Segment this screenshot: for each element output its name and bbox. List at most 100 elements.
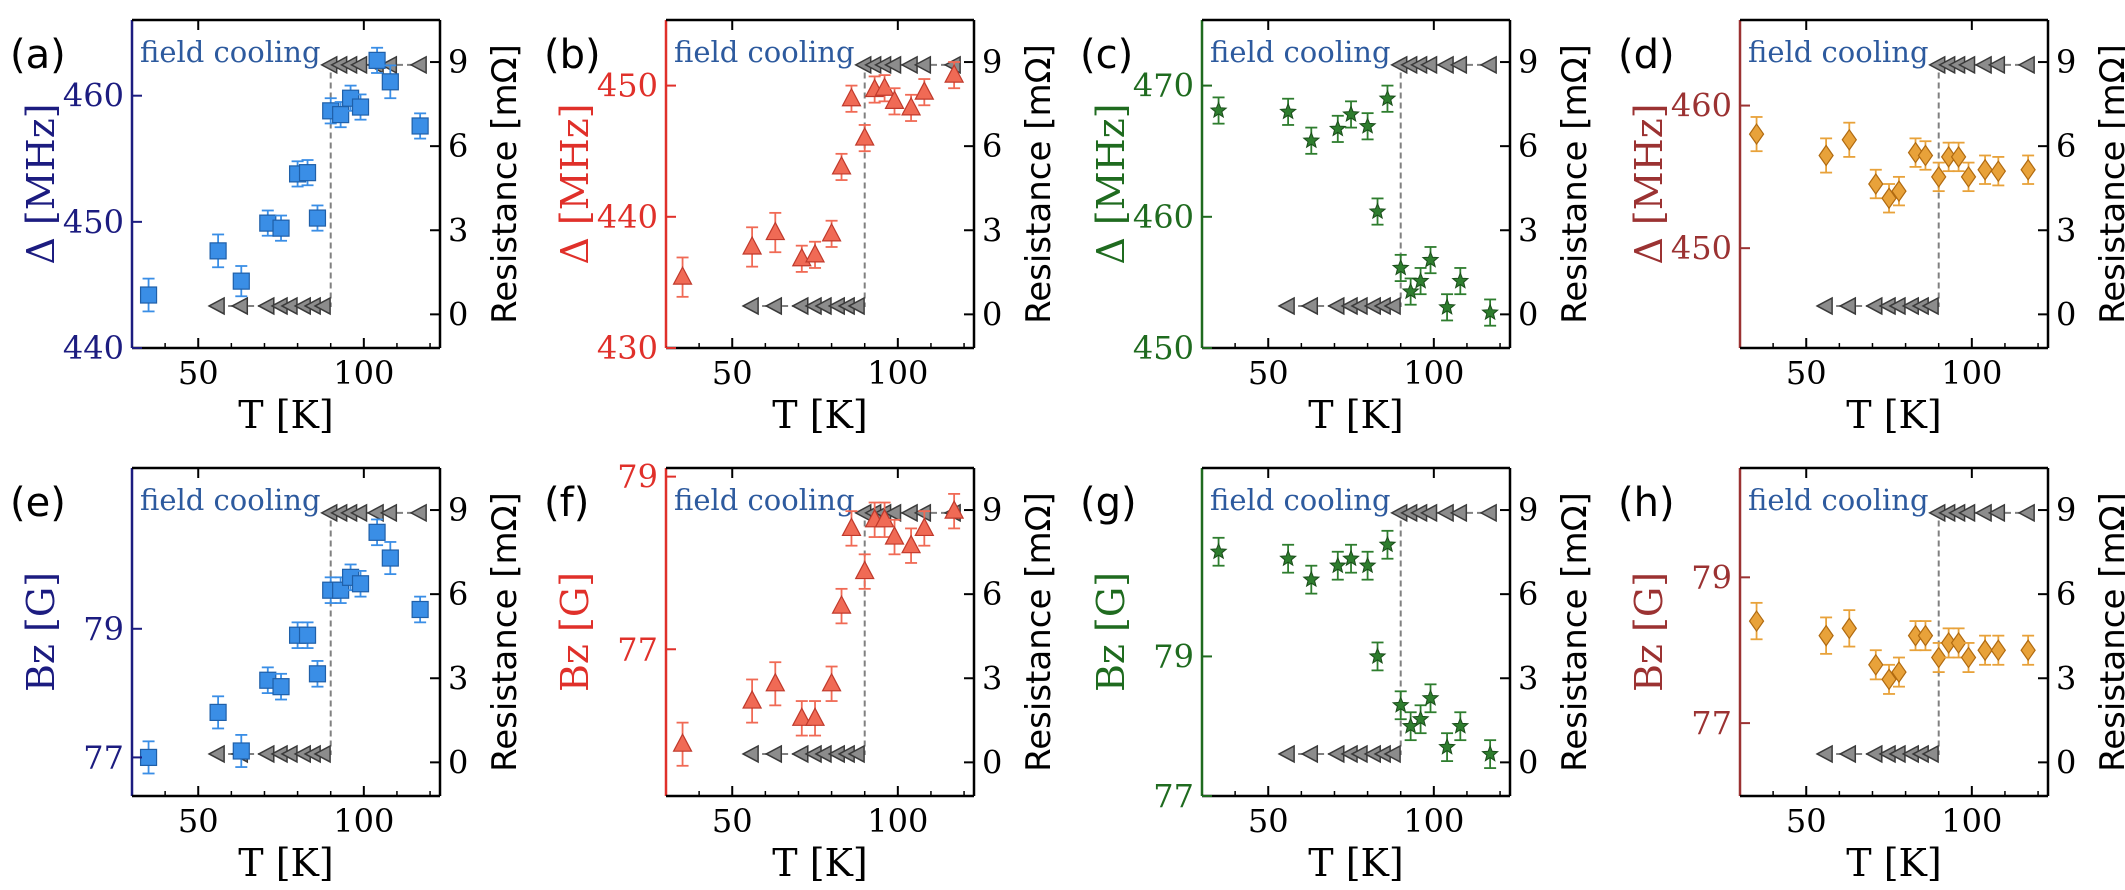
x-tick-label: 50 <box>178 802 219 840</box>
data-point <box>1368 647 1387 665</box>
data-point <box>1391 695 1410 713</box>
data-point <box>368 523 386 541</box>
data-point <box>1378 535 1397 553</box>
y-tick-label: 460 <box>63 77 124 115</box>
x-tick-label: 100 <box>333 802 394 840</box>
x-axis-title: T [K] <box>772 841 867 885</box>
data-point <box>742 235 763 255</box>
resistance-axis-title: Resistance [mΩ] <box>1555 492 1595 772</box>
x-tick-label: 50 <box>712 354 753 392</box>
data-point <box>272 219 290 237</box>
field-cooling-label: field cooling <box>1748 483 1929 517</box>
resistance-point <box>1815 296 1833 316</box>
data-point <box>332 106 350 124</box>
y-tick-label: 430 <box>597 329 658 367</box>
data-point <box>1421 688 1440 706</box>
data-point <box>1841 128 1858 151</box>
data-point <box>1302 570 1321 588</box>
resistance-point <box>1479 55 1497 75</box>
data-point <box>232 742 250 760</box>
data-point <box>1748 610 1765 633</box>
resistance-point <box>207 296 225 316</box>
data-point <box>209 703 227 721</box>
panel-b: (b) field cooling 50 100 430 440 450 0 3 6 9 T [K] Δ… <box>544 18 1059 437</box>
resistance-tick-label: 3 <box>982 659 1002 697</box>
data-point <box>831 155 852 175</box>
data-point <box>884 525 905 545</box>
y-tick-label: 440 <box>597 198 658 236</box>
data-point <box>672 732 693 752</box>
panel-label: (a) <box>10 32 66 78</box>
resistance-axis-title: Resistance [mΩ] <box>1019 44 1059 324</box>
y-axis-title: Bz [G] <box>553 572 597 692</box>
data-point <box>1438 297 1456 315</box>
panel-label: (f) <box>544 480 589 526</box>
y-axis-title: Bz [G] <box>1627 572 1671 692</box>
y-tick-label: 79 <box>1153 637 1194 675</box>
data-point <box>1818 624 1834 647</box>
panel-a: (a) field cooling 50 100 440 450 460 0 3 6 9 T [K] Δ… <box>10 18 525 437</box>
resistance-line <box>752 511 955 755</box>
resistance-tick-label: 3 <box>1518 659 1538 697</box>
resistance-tick-label: 3 <box>982 211 1002 249</box>
y-axis-title: Bz [G] <box>1089 572 1133 692</box>
data-point <box>1960 165 1977 188</box>
resistance-tick-label: 0 <box>2056 295 2076 333</box>
y-tick-label: 77 <box>1153 777 1194 815</box>
resistance-point <box>1987 503 2006 523</box>
resistance-point <box>207 744 225 764</box>
panel-d: (d) field cooling 50 100 450 460 0 3 6 9 T [K] Δ [M… <box>1618 18 2125 437</box>
data-point <box>841 87 862 107</box>
field-cooling-label: field cooling <box>1210 35 1391 69</box>
field-cooling-label: field cooling <box>674 35 855 69</box>
resistance-tick-label: 6 <box>982 575 1002 613</box>
x-tick-label: 50 <box>712 802 753 840</box>
data-point <box>1868 172 1884 196</box>
data-point <box>831 594 852 614</box>
resistance-point <box>913 55 932 75</box>
resistance-tick-label: 6 <box>2056 127 2076 165</box>
resistance-point <box>2017 55 2035 75</box>
data-point <box>1917 624 1934 647</box>
resistance-tick-label: 0 <box>1518 743 1538 781</box>
data-point <box>139 748 158 767</box>
data-point <box>411 600 429 619</box>
resistance-point <box>1449 55 1468 75</box>
data-point <box>841 517 862 537</box>
resistance-tick-label: 6 <box>1518 575 1538 613</box>
data-point <box>901 96 922 116</box>
x-axis-title: T [K] <box>772 393 867 437</box>
data-point <box>272 678 290 696</box>
resistance-tick-label: 6 <box>982 127 1002 165</box>
data-point <box>765 221 786 241</box>
data-point <box>884 90 905 109</box>
resistance-point <box>409 503 427 523</box>
data-point <box>1358 116 1377 134</box>
panel-f: (f) field cooling 50 100 77 79 0 3 6 9 T [K] Bz [G]… <box>544 458 1059 885</box>
panel-label: (h) <box>1618 480 1675 526</box>
data-point <box>1841 617 1858 640</box>
x-tick-label: 50 <box>178 354 219 392</box>
y-tick-label: 79 <box>83 610 124 648</box>
resistance-point <box>764 744 783 764</box>
data-point <box>2020 158 2036 181</box>
data-point <box>1917 144 1934 167</box>
resistance-point <box>230 296 249 316</box>
panel-g: (g) field cooling 50 100 77 79 0 3 6 9 T [K] Bz [G]… <box>1080 466 1595 885</box>
resistance-tick-label: 0 <box>982 295 1002 333</box>
resistance-tick-label: 3 <box>2056 659 2076 697</box>
data-point <box>1438 737 1456 755</box>
x-tick-label: 100 <box>1941 802 2002 840</box>
data-point <box>805 243 826 263</box>
data-point <box>308 209 327 227</box>
resistance-point <box>1838 744 1857 764</box>
data-point <box>351 98 370 116</box>
data-point <box>1421 250 1440 268</box>
data-point <box>1930 165 1947 188</box>
panel-label: (d) <box>1618 32 1675 78</box>
x-axis-title: T [K] <box>1846 393 1941 437</box>
data-point <box>1881 187 1897 210</box>
resistance-point <box>1921 744 1939 764</box>
data-point <box>1907 141 1924 164</box>
